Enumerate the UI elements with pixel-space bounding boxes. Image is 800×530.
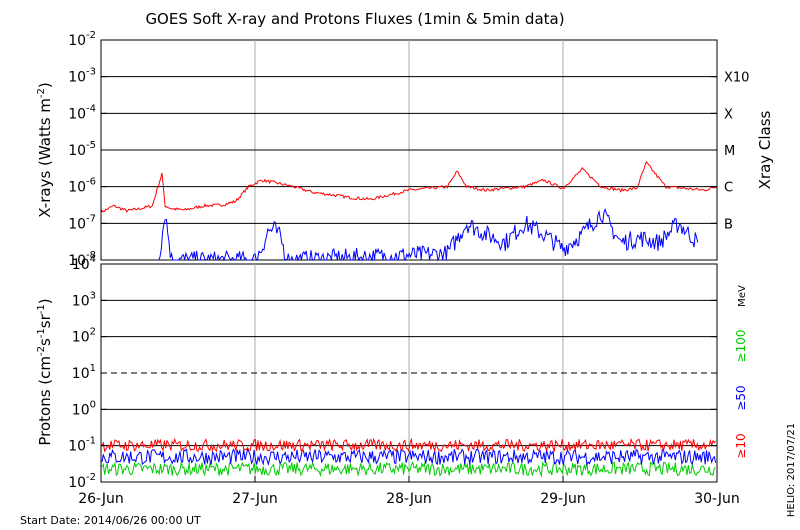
x-tick-label: 29-Jun [540, 491, 586, 507]
xray-class-label: B [724, 217, 733, 232]
xray-class-label: X [724, 107, 733, 122]
proton-series-1 [101, 448, 717, 467]
xray-y-tick-label: 10-8 [68, 250, 96, 269]
x-tick-labels: 26-Jun 27-Jun 28-Jun 29-Jun 30-Jun [78, 476, 740, 507]
proton-y-tick-label: 101 [72, 363, 96, 382]
xray-y-tick-label: 10-6 [68, 177, 96, 196]
xray-y-tick-label: 10-5 [68, 140, 96, 159]
xray-y-tick-label: 10-3 [68, 67, 96, 86]
x-tick-label: 28-Jun [386, 491, 432, 507]
proton-y-tick-label: 100 [72, 399, 96, 418]
proton-series-2 [101, 461, 716, 478]
xray-y-tick-label: 10-4 [68, 103, 96, 122]
xray-long-series [100, 160, 718, 214]
proton-y-tick-label: 104 [72, 254, 96, 273]
xray-short-series [158, 207, 699, 262]
x-tick-label: 27-Jun [232, 491, 278, 507]
proton-y-axis-label: Protons (cm-2s-1sr-1) [36, 298, 54, 445]
chart-title: GOES Soft X-ray and Protons Fluxes (1min… [145, 10, 564, 28]
proton-y-tick-label: 10-1 [68, 436, 96, 455]
legend-ge50: ≥50 [734, 385, 748, 410]
xray-series-group [100, 160, 718, 262]
proton-y-tick-label: 102 [72, 327, 96, 346]
legend-ge100: ≥100 [734, 330, 748, 363]
xray-class-label: C [724, 181, 733, 196]
xray-class-label: M [724, 144, 735, 159]
proton-series-group [101, 437, 717, 478]
credit-label: HELIO: 2017/07/21 [786, 423, 797, 517]
proton-y-tick-label: 103 [72, 290, 96, 309]
proton-unit-label: MeV [737, 285, 748, 307]
xray-class-label: X10 [724, 71, 749, 86]
proton-series-0 [101, 437, 716, 453]
xray-gridlines [101, 40, 717, 260]
x-tick-label: 26-Jun [78, 491, 124, 507]
xray-y-tick-label: 10-2 [68, 30, 96, 49]
xray-y-tick-label: 10-7 [68, 213, 96, 232]
legend-ge10: ≥10 [734, 433, 748, 458]
xray-class-labels: B C M X X10 [724, 71, 749, 233]
start-date-label: Start Date: 2014/06/26 00:00 UT [20, 514, 201, 527]
xray-y-axis-label: X-rays (Watts m-2) [36, 82, 54, 217]
xray-y-tick-labels: 10-8 10-7 10-6 10-5 10-4 10-3 10-2 [68, 30, 717, 269]
proton-y-tick-labels: 10-2 10-1 100 101 102 103 104 [68, 254, 717, 491]
x-tick-label: 30-Jun [694, 491, 740, 507]
proton-y-tick-label: 10-2 [68, 472, 96, 491]
xray-class-axis-label: Xray Class [756, 110, 774, 189]
